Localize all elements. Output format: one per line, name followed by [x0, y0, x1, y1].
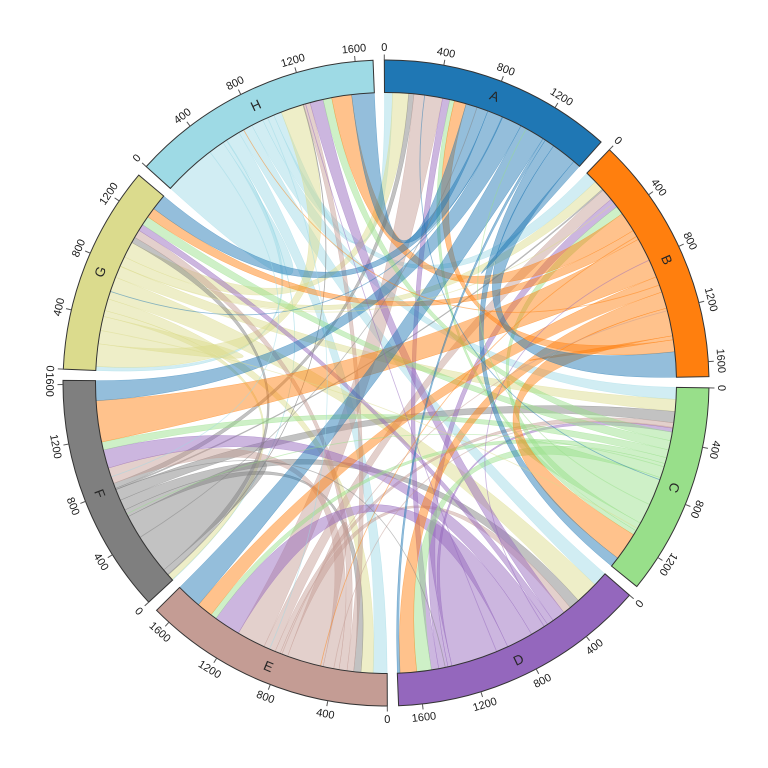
svg-text:400: 400	[436, 46, 456, 61]
svg-text:0: 0	[715, 385, 727, 391]
svg-text:1200: 1200	[702, 286, 720, 313]
svg-text:400: 400	[707, 439, 722, 459]
svg-text:1600: 1600	[714, 348, 728, 373]
svg-text:400: 400	[52, 297, 68, 318]
svg-text:1600: 1600	[341, 42, 367, 56]
svg-text:1200: 1200	[47, 433, 63, 459]
svg-text:1600: 1600	[411, 710, 437, 725]
svg-text:G: G	[91, 264, 109, 279]
svg-text:1600: 1600	[43, 372, 55, 397]
svg-text:0: 0	[45, 365, 57, 372]
svg-text:400: 400	[315, 707, 335, 722]
svg-text:0: 0	[381, 42, 387, 54]
svg-text:0: 0	[384, 714, 390, 726]
